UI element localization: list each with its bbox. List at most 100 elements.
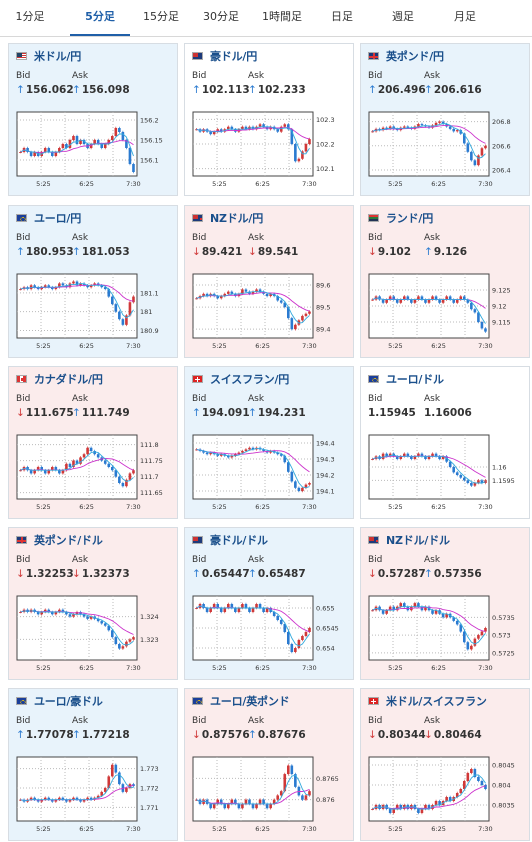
- pair-name[interactable]: カナダドル/円: [34, 373, 103, 386]
- candle: [219, 608, 223, 612]
- bid-value: 1.15945: [368, 407, 416, 419]
- rate-card[interactable]: ユーロ/英ポンド Bid Ask ↓0.87576 ↑0.87676 0.8765 0.87…: [184, 688, 354, 841]
- candle: [385, 127, 388, 129]
- candle: [459, 475, 463, 478]
- candle: [462, 133, 466, 144]
- ask-price: 206.616: [433, 84, 482, 96]
- candle: [371, 459, 374, 460]
- tab-0[interactable]: 1分足: [15, 10, 45, 23]
- candle: [50, 467, 54, 471]
- candle: [420, 809, 424, 813]
- rate-card[interactable]: ユーロ/豪ドル Bid Ask ↑1.77078 ↑1.77218 1.773 1.772 1…: [8, 688, 178, 841]
- tab-2[interactable]: 15分足: [143, 10, 179, 23]
- short-moving-average-line: [20, 451, 134, 482]
- candle: [195, 608, 198, 609]
- mini-chart: 206.8 206.6 206.4 5:25 6:25 7:30: [368, 109, 523, 193]
- candle: [61, 283, 65, 286]
- ask-value: ↑9.126: [424, 246, 467, 258]
- pair-name[interactable]: ユーロ/英ポンド: [210, 695, 290, 708]
- candle: [202, 293, 205, 297]
- candle: [304, 632, 308, 636]
- x-tick-label: 6:25: [79, 503, 94, 511]
- candle: [75, 797, 79, 800]
- pair-name[interactable]: 米ドル/スイスフラン: [386, 695, 487, 708]
- candle: [477, 155, 480, 166]
- candle: [26, 467, 29, 471]
- short-moving-average-line: [196, 291, 310, 324]
- candle: [248, 447, 251, 450]
- pair-name[interactable]: 豪ドル/ドル: [210, 534, 268, 547]
- candle: [237, 452, 241, 455]
- pair-name[interactable]: 米ドル/円: [34, 50, 82, 63]
- pair-name[interactable]: 豪ドル/円: [210, 50, 258, 63]
- candle: [448, 797, 452, 801]
- rate-card[interactable]: 米ドル/円 Bid Ask ↑156.062 ↑156.098 156.2 156.15 15…: [8, 43, 178, 196]
- up-arrow-icon: ↑: [16, 729, 25, 741]
- rate-card[interactable]: スイスフラン/円 Bid Ask ↑194.091 ↑194.231 194.4 194.3…: [184, 366, 354, 519]
- ask-label: Ask: [248, 394, 265, 404]
- tab-6[interactable]: 週足: [392, 10, 414, 23]
- candle: [459, 789, 463, 793]
- y-tick-label: 0.876: [316, 796, 335, 804]
- candle: [68, 140, 72, 148]
- bid-price: 180.953: [25, 246, 74, 258]
- up-arrow-icon: ↑: [424, 568, 433, 580]
- y-tick-label: 0.8045: [492, 762, 515, 770]
- pair-name[interactable]: ランド/円: [386, 212, 434, 225]
- rate-card[interactable]: ユーロ/円 Bid Ask ↑180.953 ↑181.053 181.1 181 180.9…: [8, 205, 178, 358]
- pair-name[interactable]: 英ポンド/円: [386, 50, 444, 63]
- down-arrow-icon: ↓: [192, 246, 201, 258]
- pair-name[interactable]: ユーロ/豪ドル: [34, 695, 103, 708]
- candle: [294, 144, 297, 162]
- candle: [47, 285, 51, 288]
- candle: [251, 608, 255, 612]
- bid-label: Bid: [16, 555, 31, 565]
- pair-name[interactable]: ユーロ/円: [34, 212, 82, 225]
- pair-name[interactable]: スイスフラン/円: [210, 373, 290, 386]
- candle: [410, 299, 413, 303]
- rate-card[interactable]: NZドル/ドル Bid Ask ↓0.57287 ↑0.57356 0.5735 0.573…: [360, 527, 530, 680]
- x-tick-label: 7:30: [302, 825, 317, 833]
- candle: [480, 322, 484, 329]
- rate-card[interactable]: ユーロ/ドル Bid Ask 1.15945 1.16006 1.16 1.1595 5:25…: [360, 366, 530, 519]
- candle: [399, 299, 403, 303]
- candle: [212, 803, 216, 809]
- tab-5[interactable]: 日足: [331, 10, 353, 23]
- rate-card[interactable]: ランド/円 Bid Ask ↓9.102 ↑9.126 9.125 9.12 9.115 5:2…: [360, 205, 530, 358]
- candlestick-chart: 0.8765 0.876 5:25 6:25 7:30: [192, 756, 339, 833]
- rate-card[interactable]: カナダドル/円 Bid Ask ↓111.675 ↑111.749 111.8 111.75…: [8, 366, 178, 519]
- ask-value: ↓89.541: [248, 246, 298, 258]
- tab-3[interactable]: 30分足: [203, 10, 239, 23]
- tab-7[interactable]: 月足: [454, 10, 476, 23]
- rate-card[interactable]: 英ポンド/円 Bid Ask ↑206.496 ↑206.616 206.8 206.6 20…: [360, 43, 530, 196]
- rate-card[interactable]: 豪ドル/ドル Bid Ask ↑0.65447 ↑0.65487 0.655 0.6545 0…: [184, 527, 354, 680]
- pair-name[interactable]: NZドル/ドル: [386, 534, 450, 547]
- rate-card[interactable]: 豪ドル/円 Bid Ask ↑102.113 ↑102.233 102.3 102.2 102…: [184, 43, 354, 196]
- candle: [195, 449, 198, 451]
- candle: [40, 799, 44, 802]
- x-tick-label: 5:25: [212, 342, 227, 350]
- eu-flag-icon: [16, 697, 27, 705]
- candle: [65, 612, 68, 615]
- candle: [121, 132, 125, 140]
- ask-price: 0.65487: [257, 568, 306, 580]
- candle: [195, 129, 198, 131]
- candle: [33, 470, 36, 474]
- candle: [216, 454, 220, 456]
- x-tick-label: 6:25: [255, 825, 270, 833]
- ch-flag-icon: [368, 697, 379, 705]
- candle: [262, 608, 265, 612]
- candle: [286, 307, 290, 319]
- tab-1[interactable]: 5分足: [70, 0, 130, 36]
- pair-name[interactable]: NZドル/円: [210, 212, 263, 225]
- ask-price: 194.231: [257, 407, 306, 419]
- rate-card[interactable]: NZドル/円 Bid Ask ↓89.421 ↓89.541 89.6 89.5 89.4 5:…: [184, 205, 354, 358]
- pair-name[interactable]: 英ポンド/ドル: [34, 534, 103, 547]
- down-arrow-icon: ↓: [424, 729, 433, 741]
- tab-4[interactable]: 1時間足: [262, 10, 302, 23]
- rate-card[interactable]: 英ポンド/ドル Bid Ask ↓1.32253 ↓1.32373 1.324 1.323 5…: [8, 527, 178, 680]
- candle: [86, 447, 89, 455]
- rate-card[interactable]: 米ドル/スイスフラン Bid Ask ↓0.80344 ↓0.80464 0.8045 0.…: [360, 688, 530, 841]
- candle: [89, 144, 93, 148]
- pair-name[interactable]: ユーロ/ドル: [386, 373, 444, 386]
